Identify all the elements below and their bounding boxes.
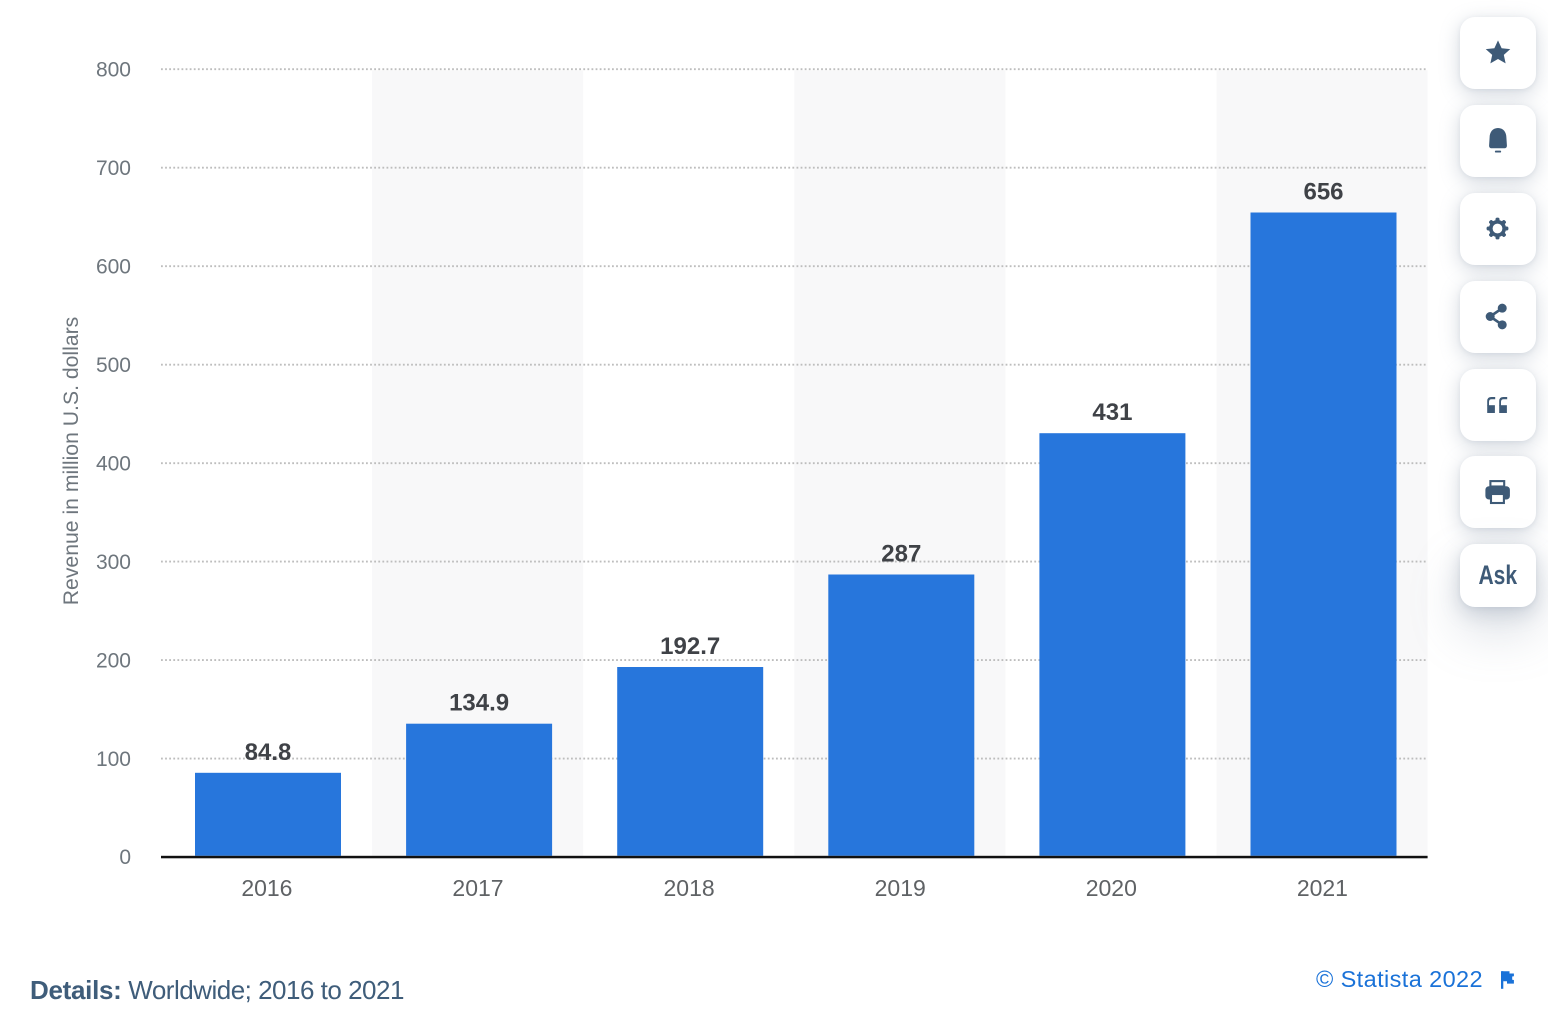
svg-text:192.7: 192.7 [660, 633, 720, 660]
svg-text:500: 500 [96, 354, 131, 377]
svg-text:0: 0 [119, 846, 131, 869]
svg-text:134.9: 134.9 [449, 690, 509, 717]
svg-text:2021: 2021 [1297, 875, 1348, 901]
svg-text:2017: 2017 [452, 875, 503, 901]
svg-text:100: 100 [96, 748, 131, 771]
svg-text:2019: 2019 [875, 875, 926, 901]
svg-text:800: 800 [96, 59, 131, 82]
svg-text:200: 200 [96, 650, 131, 673]
svg-text:2018: 2018 [664, 875, 715, 901]
svg-text:656: 656 [1303, 179, 1343, 206]
svg-text:2020: 2020 [1086, 875, 1137, 901]
svg-text:600: 600 [96, 256, 131, 279]
svg-text:287: 287 [881, 541, 921, 568]
svg-text:300: 300 [96, 551, 131, 574]
svg-text:700: 700 [96, 157, 131, 180]
svg-text:84.8: 84.8 [245, 739, 292, 766]
svg-text:431: 431 [1092, 399, 1132, 426]
svg-text:Revenue in million U.S. dollar: Revenue in million U.S. dollars [60, 317, 83, 606]
svg-text:400: 400 [96, 453, 131, 476]
svg-text:2016: 2016 [241, 875, 292, 901]
